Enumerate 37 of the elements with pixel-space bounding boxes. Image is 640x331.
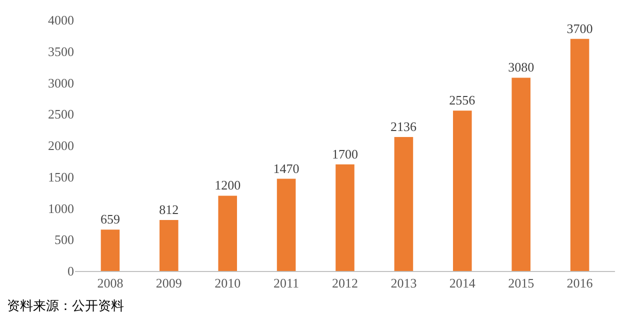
data-label: 659 [100,212,120,227]
y-tick-label: 1500 [48,169,74,184]
bar [218,196,237,271]
data-label: 1700 [332,146,358,162]
data-label: 2136 [390,118,417,134]
bar [394,136,414,271]
x-tick-label: 2014 [449,276,476,291]
data-label: 1200 [214,178,241,193]
y-tick-label: 3500 [48,44,74,59]
bar [160,220,178,271]
data-label: 3700 [566,20,593,36]
x-tick-label: 2012 [332,276,358,291]
x-tick-label: 2008 [97,276,124,291]
bar [336,164,354,271]
y-tick-label: 500 [54,232,74,248]
bar [453,110,472,271]
bar [570,38,590,271]
y-tick-label: 3000 [48,75,74,90]
data-label: 1470 [273,160,300,176]
x-tick-label: 2016 [566,276,594,291]
data-label: 812 [159,202,179,218]
x-tick-label: 2011 [274,276,300,291]
y-tick-label: 2500 [48,106,74,122]
bar [512,78,530,271]
y-tick-label: 1000 [48,200,74,216]
x-tick-label: 2010 [214,276,241,291]
y-tick-label: 4000 [48,12,74,28]
x-tick-label: 2015 [508,276,534,291]
bar [100,230,120,271]
x-tick-label: 2009 [156,276,182,291]
y-tick-label: 0 [68,264,74,279]
data-label: 2556 [449,92,476,108]
y-tick-label: 2000 [48,138,74,154]
x-tick-label: 2013 [390,276,417,291]
text: 资料来源：公开资料 [7,298,124,313]
bar [276,178,296,271]
data-label: 3080 [508,60,534,75]
